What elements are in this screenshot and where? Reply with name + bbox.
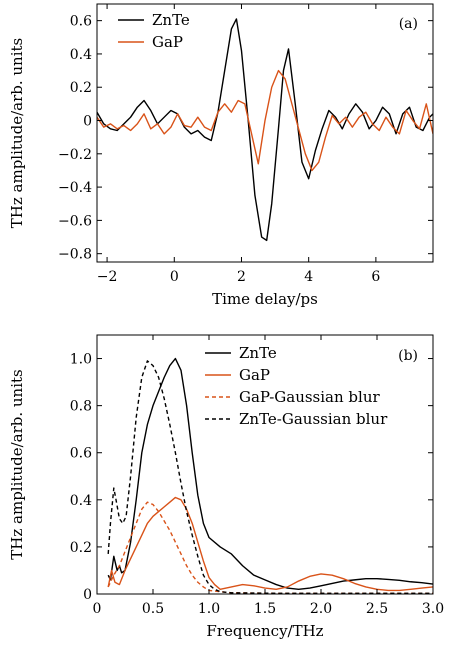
legend-label: ZnTe [152, 11, 190, 29]
legend-label: GaP-Gaussian blur [239, 388, 380, 406]
panel-a: −2 0 2 4 6 −0.8 −0.6 −0.4 −0.2 0 0.2 0.4 0.6 Time del… [8, 3, 434, 308]
x-tick-label: 2.5 [366, 601, 388, 617]
y-tick-label: −0.2 [58, 147, 92, 163]
y-tick-label: 0.6 [70, 14, 92, 30]
legend-label: ZnTe-Gaussian blur [239, 410, 388, 428]
x-tick-label: 0 [93, 601, 102, 617]
x-tick-label: 2.0 [310, 601, 332, 617]
y-tick-label: −0.6 [58, 213, 92, 229]
legend-label: GaP [152, 33, 183, 51]
y-tick-label: 0.2 [70, 540, 92, 556]
y-tick-label: −0.8 [58, 247, 92, 263]
y-tick-label: 0 [83, 587, 92, 603]
series-line-gap-gaussian-blur [107, 501, 433, 594]
series-line-znte-gaussian-blur [107, 360, 433, 594]
x-tick-label: 2 [237, 269, 246, 285]
y-axis-title: THz amplitude/arb. units [8, 38, 26, 228]
series-line-znte [97, 18, 433, 242]
legend-label: GaP [239, 366, 270, 384]
plot-frame [96, 3, 434, 263]
y-axis-title: THz amplitude/arb. units [8, 369, 26, 559]
x-tick-label: 0 [170, 269, 179, 285]
y-tick-label: 0.6 [70, 446, 92, 462]
x-tick-label: −2 [97, 269, 118, 285]
x-axis-title: Time delay/ps [212, 290, 318, 308]
x-tick-label: 1.0 [198, 601, 220, 617]
panel-b: 0 0.5 1.0 1.5 2.0 2.5 3.0 0 0.2 0.4 0.6 0.8 1.0 Frequ… [8, 334, 444, 640]
x-tick-label: 6 [371, 269, 380, 285]
series-line-gap [107, 496, 433, 592]
x-tick-label: 0.5 [142, 601, 164, 617]
y-tick-label: 1.0 [70, 352, 92, 368]
x-tick-label: 4 [304, 269, 313, 285]
panel-label: (b) [398, 348, 418, 364]
panel-label: (a) [399, 16, 418, 32]
y-tick-label: 0.2 [70, 80, 92, 96]
legend-label: ZnTe [239, 344, 277, 362]
y-tick-label: 0.4 [70, 493, 92, 509]
x-tick-label: 1.5 [254, 601, 276, 617]
y-tick-label: 0.8 [70, 399, 92, 415]
y-tick-label: −0.4 [58, 180, 92, 196]
series-line-gap [97, 69, 433, 172]
y-tick-label: 0 [83, 114, 92, 130]
x-tick-label: 3.0 [422, 601, 444, 617]
series-line-znte [107, 357, 433, 590]
x-axis-title: Frequency/THz [206, 622, 323, 640]
y-tick-label: 0.4 [70, 47, 92, 63]
